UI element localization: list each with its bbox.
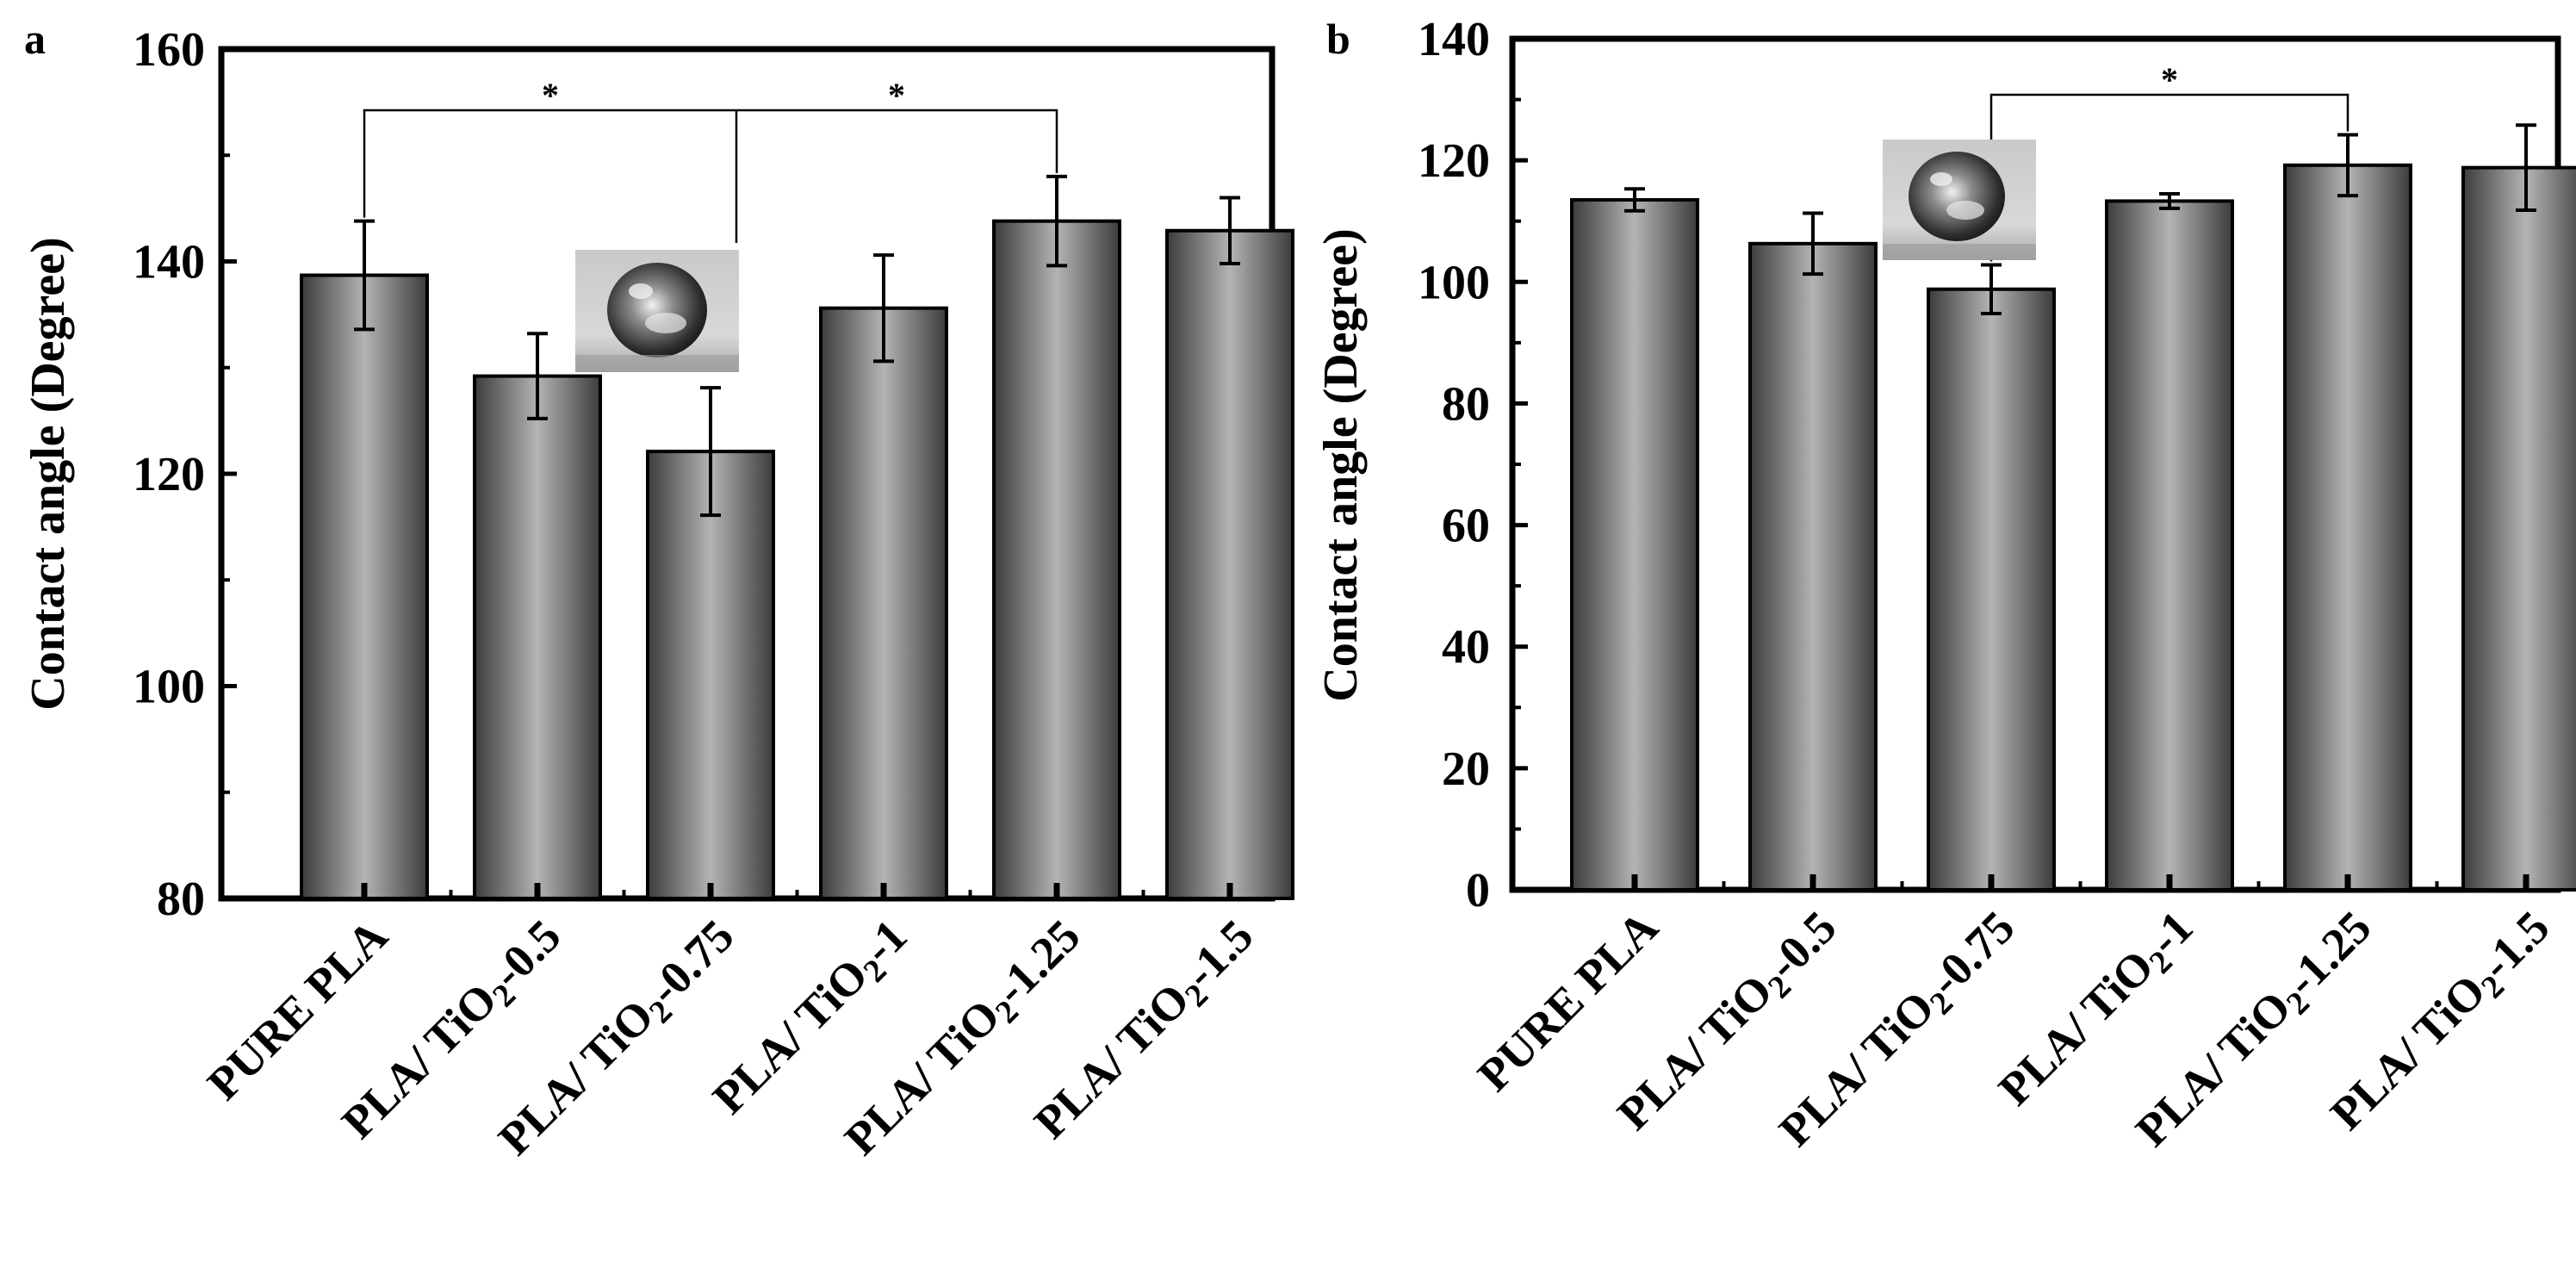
droplet-inset-b — [1883, 140, 2036, 260]
y-tick-label: 140 — [1418, 13, 1490, 66]
y-tick-label: 0 — [1466, 864, 1490, 917]
significance-bracket — [363, 109, 1058, 218]
panel-letter-a: a — [24, 15, 46, 63]
significance-star: * — [2161, 60, 2178, 99]
y-tick-label: 140 — [133, 236, 205, 289]
significance-star: * — [542, 76, 559, 115]
bar — [1165, 228, 1294, 900]
significance-star: * — [888, 76, 905, 115]
chart-panel-b: b 0 20 40 60 80 100 120 140 * Contact angle (De… — [1314, 13, 2576, 1156]
bar — [1748, 241, 1878, 892]
bar — [2283, 163, 2412, 892]
category-label: PURE PLA — [1468, 901, 1667, 1101]
y-tick-label: 40 — [1442, 621, 1490, 674]
bar — [473, 374, 602, 900]
y-tick-label: 80 — [157, 873, 205, 926]
bar — [2461, 165, 2576, 892]
chart-panel-a: a 80 100 120 140 160 * * Contact angle (Degre… — [22, 15, 1294, 1165]
bar — [1927, 287, 2056, 892]
y-tick-label: 120 — [1418, 134, 1490, 188]
y-axis-label-b: Contact angle (Degree) — [1314, 228, 1368, 701]
y-tick-label: 100 — [1418, 256, 1490, 309]
bar — [819, 306, 948, 901]
bar — [300, 273, 429, 900]
y-tick-label: 80 — [1442, 377, 1490, 431]
panel-letter-b: b — [1326, 15, 1350, 63]
bar — [992, 219, 1121, 901]
bar — [2105, 199, 2234, 892]
y-tick-label: 100 — [133, 661, 205, 714]
bar — [646, 450, 775, 900]
y-tick-label: 20 — [1442, 743, 1490, 796]
y-tick-label: 160 — [133, 23, 205, 77]
y-tick-label: 60 — [1442, 500, 1490, 553]
droplet-inset-a — [575, 250, 739, 372]
bar — [1570, 198, 1699, 892]
y-axis-label-a: Contact angle (Degree) — [22, 237, 75, 710]
y-tick-label: 120 — [133, 448, 205, 501]
